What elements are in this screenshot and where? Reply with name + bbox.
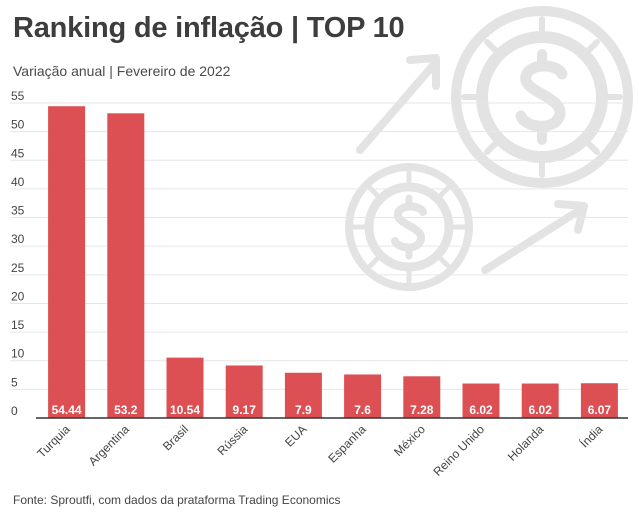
x-tick-label: Espanha [325,422,369,466]
y-tick-label: 55 [11,89,25,103]
x-tick-label: Argentina [86,422,132,468]
data-label: 54.44 [52,403,82,417]
x-tick-label: Reino Unido [431,422,488,479]
y-tick-label: 30 [11,232,25,246]
bar [48,106,86,418]
source-note: Fonte: Sproutfi, com dados da prataforma… [13,493,341,507]
x-tick-label: Rússia [214,422,250,458]
bars: 54.44 53.2 10.54 9.17 7.9 7.6 7.28 6.02 6.02 6.07 [48,106,618,419]
bar [521,383,559,418]
data-label: 6.07 [588,403,612,417]
y-tick-label: 10 [11,347,25,361]
small-coin-inner-ring [364,182,454,272]
data-label: 53.2 [114,403,138,417]
data-label: 7.28 [410,403,434,417]
y-tick-label: 25 [11,261,25,275]
bar [225,365,263,418]
large-coin-outer-ring [451,6,633,188]
x-tick-label: Índia [577,421,606,450]
data-label: 6.02 [529,403,553,417]
x-tick-label: Brasil [160,422,191,453]
bar [403,376,441,418]
y-tick-label: 50 [11,118,25,132]
lower-growth-arrow [481,200,588,274]
data-label: 10.54 [170,403,200,417]
x-tick-label: EUA [282,422,309,449]
y-tick-label: 40 [11,175,25,189]
chart-title: Ranking de inflação | TOP 10 [13,12,405,44]
small-coin-outer-ring [345,163,473,291]
x-tick-label: Turquia [34,422,73,461]
y-tick-label: 35 [11,204,25,218]
gridlines [10,102,628,390]
x-tick-label: México [391,422,428,459]
bar [580,383,618,418]
data-label: 7.6 [354,403,371,417]
data-label: 9.17 [233,403,257,417]
chart-subtitle: Variação anual | Fevereiro de 2022 [13,63,231,79]
large-coin-ridges [461,16,623,178]
bar [107,113,145,419]
data-label: 6.02 [469,403,493,417]
bar [166,357,204,418]
bar [344,374,382,418]
bar [284,372,322,418]
y-tick-label: 5 [11,375,18,389]
y-tick-label: 20 [11,289,25,303]
y-tick-label: 45 [11,146,25,160]
small-coin-ridges [351,169,467,285]
data-label: 7.9 [295,403,312,417]
upper-growth-arrow [356,54,440,154]
y-axis: 0 5 10 15 20 25 30 35 40 45 50 55 [11,89,25,418]
bar [462,383,500,418]
x-axis: Turquia Argentina Brasil Rússia EUA Espanha Mé… [34,421,605,479]
y-tick-label: 0 [11,404,18,418]
x-tick-label: Holanda [505,422,547,464]
y-tick-label: 15 [11,318,25,332]
